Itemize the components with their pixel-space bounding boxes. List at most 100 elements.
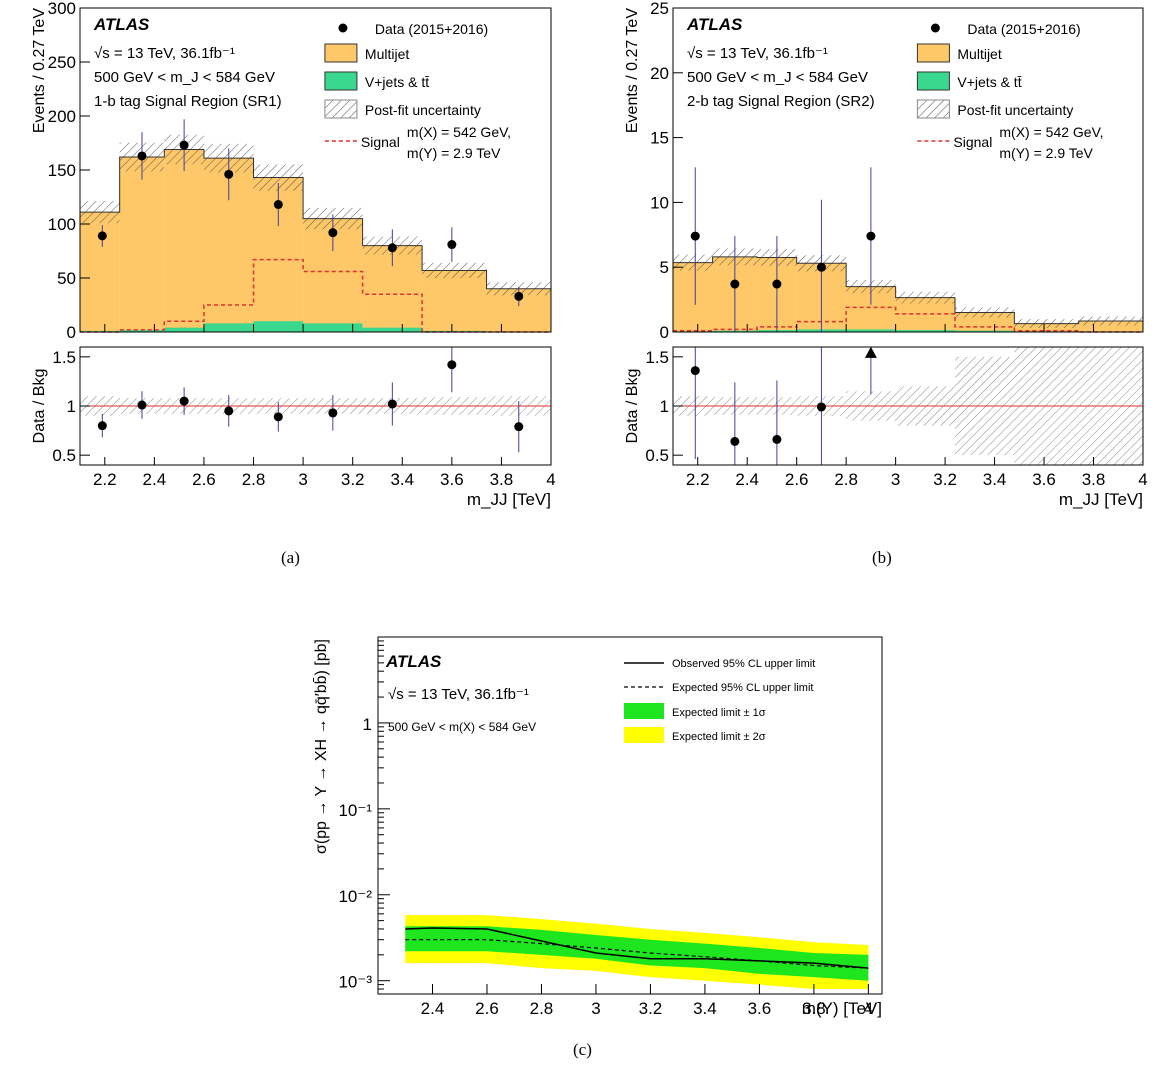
- legend-observed-label: Observed 95% CL upper limit: [672, 658, 815, 670]
- legend-multijet-swatch: [324, 43, 358, 63]
- x-axis-label: m_JJ [TeV]: [467, 490, 551, 509]
- x-tick-label: 2.6: [192, 470, 216, 489]
- caption-c: (c): [573, 1040, 592, 1059]
- ratio-point: [97, 421, 107, 431]
- experiment-label: ATLAS: [385, 652, 442, 671]
- legend-data-label: Data (2015+2016): [375, 21, 488, 37]
- x-tick-label: 2.6: [475, 999, 499, 1018]
- vjets-bar: [253, 321, 304, 332]
- info-text: 2-b tag Signal Region (SR2): [687, 93, 875, 110]
- expected-limit-line: [405, 939, 869, 969]
- data-point: [137, 151, 147, 161]
- legend-data-marker: [930, 23, 940, 33]
- legend-signal-mass-x: m(X) = 542 GeV,: [999, 124, 1103, 140]
- x-tick-label: 3.4: [390, 470, 414, 489]
- panel-c-chart: 10⁻³ 10⁻² 10⁻¹ 1 2.4 2.6 2.8 3 3.2 3.4 3.6 3.8 4m(Y)…: [313, 636, 883, 1018]
- caption-b: (b): [872, 548, 892, 567]
- y-tick-label: 0: [660, 323, 669, 342]
- x-tick-label: 3.8: [1082, 470, 1106, 489]
- ratio-point: [730, 436, 740, 446]
- vjets-bar: [846, 329, 896, 332]
- info-text: 1-b tag Signal Region (SR1): [94, 93, 282, 110]
- limit-frame: [377, 636, 883, 995]
- legend-1sigma-label: Expected limit ± 1σ: [672, 707, 766, 719]
- x-tick-label: 3.6: [440, 470, 464, 489]
- ratio-y-tick-label: 0.5: [52, 446, 76, 465]
- x-tick-label: 2.8: [834, 470, 858, 489]
- y-tick-label: 50: [57, 269, 76, 288]
- legend-data-label: Data (2015+2016): [967, 21, 1080, 37]
- observed-limit-line: [405, 927, 869, 969]
- multijet-bar: [80, 212, 120, 332]
- data-point: [816, 262, 826, 272]
- data-point: [179, 140, 189, 150]
- data-point: [690, 231, 700, 241]
- y-tick-label: 10⁻³: [338, 973, 372, 992]
- x-tick-label: 3.4: [693, 999, 717, 1018]
- signal-line: [80, 258, 551, 333]
- legend-multijet-label: Multijet: [957, 46, 1001, 62]
- ratio-point: [514, 422, 524, 432]
- vjets-bar: [303, 323, 363, 332]
- x-tick-label: 3.8: [490, 470, 514, 489]
- y-tick-label: 10⁻²: [338, 887, 372, 906]
- legend-multijet-label: Multijet: [365, 46, 409, 62]
- legend-1sigma-swatch: [624, 703, 664, 719]
- signal-line: [673, 306, 1143, 333]
- x-tick-label: 3.8: [802, 999, 826, 1018]
- ratio-overflow-arrow: [864, 346, 877, 358]
- data-point: [514, 291, 524, 301]
- y-tick-label: 20: [650, 64, 669, 83]
- ratio-y-tick-label: 1: [67, 397, 76, 416]
- legend-signal-mass-y: m(Y) = 2.9 TeV: [407, 145, 501, 161]
- x-tick-label: 2.4: [143, 470, 167, 489]
- info-text: √s = 13 TeV, 36.1fb⁻¹: [687, 45, 828, 62]
- experiment-label: ATLAS: [93, 15, 150, 34]
- vjets-bar: [80, 330, 120, 332]
- legend-uncertainty-swatch: [916, 99, 950, 119]
- data-point: [97, 231, 107, 241]
- panel-b-chart: 0 5 10 15 20 25 Events / 0.27 TeV ATLAS √s = 13 …: [624, 0, 1148, 509]
- data-point: [772, 279, 782, 289]
- ratio-point: [137, 400, 147, 410]
- multijet-bar: [673, 262, 713, 332]
- legend-vjets-label: V+jets & tt̄: [365, 74, 429, 90]
- x-tick-label: 3.4: [983, 470, 1007, 489]
- x-axis-label: m_JJ [TeV]: [1059, 490, 1143, 509]
- y-axis-label: Events / 0.27 TeV: [624, 8, 641, 133]
- legend-2sigma-swatch: [624, 727, 664, 743]
- x-tick-label: 3: [298, 470, 307, 489]
- multijet-bar: [422, 270, 487, 332]
- vjets-bar: [362, 327, 423, 332]
- x-tick-label: 3.6: [748, 999, 772, 1018]
- ratio-point: [387, 399, 397, 409]
- x-axis-label: m(Y) [TeV]: [802, 999, 882, 1018]
- data-point: [224, 169, 234, 179]
- legend-data-marker: [338, 23, 348, 33]
- legend-multijet-swatch: [916, 43, 950, 63]
- caption-a: (a): [281, 548, 300, 567]
- x-tick-label: 3.2: [341, 470, 365, 489]
- y-tick-label: 15: [650, 129, 669, 148]
- vjets-bar: [119, 329, 165, 332]
- x-tick-label: 2.2: [93, 470, 117, 489]
- data-point: [730, 279, 740, 289]
- info-text: √s = 13 TeV, 36.1fb⁻¹: [388, 686, 529, 703]
- vjets-bar: [895, 330, 955, 332]
- legend-signal-mass-x: m(X) = 542 GeV,: [407, 124, 511, 140]
- legend-vjets-label: V+jets & tt̄: [957, 74, 1021, 90]
- legend-uncertainty-swatch: [324, 99, 358, 119]
- x-tick-label: 2.6: [785, 470, 809, 489]
- ratio-point: [690, 366, 700, 376]
- y-tick-label: 0: [67, 323, 76, 342]
- x-tick-label: 4: [1138, 470, 1147, 489]
- main-frame: [672, 7, 1144, 333]
- y-axis-label: σ(pp → Y → XH → qq̄′bb̄) [pb]: [313, 639, 330, 854]
- multijet-bar: [119, 157, 165, 332]
- ratio-y-tick-label: 0.5: [645, 446, 669, 465]
- ratio-y-tick-label: 1.5: [52, 348, 76, 367]
- legend-2sigma-label: Expected limit ± 2σ: [672, 731, 766, 743]
- x-tick-label: 3: [591, 999, 600, 1018]
